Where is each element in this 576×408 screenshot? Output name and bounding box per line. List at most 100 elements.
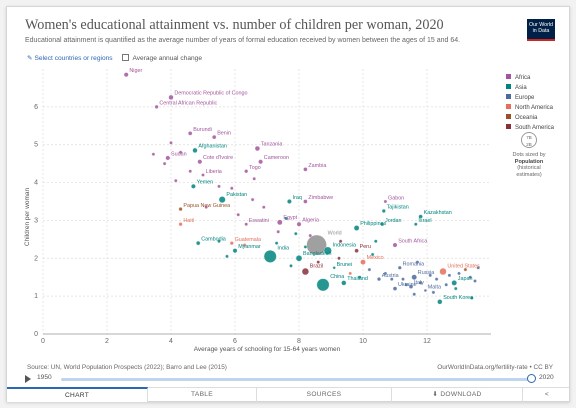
data-point[interactable]: [301, 267, 309, 276]
credit-link[interactable]: OurWorldInData.org/fertility-rate • CC B…: [437, 364, 553, 371]
data-point[interactable]: [294, 231, 298, 236]
data-point[interactable]: [414, 222, 418, 226]
legend-item[interactable]: Africa: [506, 73, 554, 83]
data-point[interactable]: [191, 184, 196, 189]
legend-item[interactable]: South America: [506, 123, 554, 133]
data-point[interactable]: [439, 267, 447, 276]
data-point[interactable]: [401, 277, 405, 281]
data-point[interactable]: [242, 243, 247, 247]
data-point[interactable]: [377, 277, 381, 282]
data-point[interactable]: [412, 292, 416, 296]
legend-item[interactable]: Asia: [506, 83, 554, 93]
data-point[interactable]: [418, 281, 423, 285]
data-point[interactable]: [295, 255, 303, 262]
data-point[interactable]: [383, 271, 388, 276]
data-point[interactable]: [254, 145, 260, 152]
data-point[interactable]: [204, 205, 208, 209]
tab-table[interactable]: TABLE: [148, 388, 257, 402]
data-point[interactable]: [174, 178, 178, 183]
data-point[interactable]: [390, 277, 394, 281]
data-point[interactable]: [454, 286, 458, 291]
data-point[interactable]: [274, 241, 279, 245]
data-point[interactable]: [444, 283, 448, 287]
data-point[interactable]: [236, 212, 240, 217]
data-point[interactable]: [408, 284, 414, 289]
data-point[interactable]: [367, 267, 372, 272]
data-point[interactable]: [316, 278, 330, 292]
data-point[interactable]: [154, 104, 159, 109]
data-point[interactable]: [192, 147, 198, 153]
data-point[interactable]: [353, 225, 360, 231]
data-point[interactable]: [337, 256, 341, 261]
data-point[interactable]: [123, 72, 129, 78]
data-point[interactable]: [415, 260, 420, 264]
tab-sources[interactable]: SOURCES: [257, 388, 392, 402]
data-point[interactable]: [381, 209, 386, 213]
data-point[interactable]: [370, 252, 375, 257]
data-point[interactable]: [451, 280, 457, 286]
data-point[interactable]: [252, 177, 256, 181]
data-point[interactable]: [232, 248, 238, 254]
data-point[interactable]: [360, 259, 366, 265]
data-point[interactable]: [303, 199, 308, 204]
tab-download[interactable]: ⬇ DOWNLOAD: [392, 388, 523, 402]
data-point[interactable]: [165, 155, 171, 161]
data-point[interactable]: [476, 265, 480, 270]
data-point[interactable]: [217, 239, 221, 243]
data-point[interactable]: [276, 230, 280, 234]
play-icon[interactable]: [25, 375, 31, 383]
data-point[interactable]: [348, 271, 352, 276]
data-point[interactable]: [289, 264, 293, 268]
data-point[interactable]: [457, 271, 461, 276]
data-point[interactable]: [287, 199, 292, 204]
data-point[interactable]: [217, 184, 221, 189]
data-point[interactable]: [418, 214, 423, 219]
data-point[interactable]: [303, 167, 308, 172]
data-point[interactable]: [383, 199, 388, 204]
legend-item[interactable]: Europe: [506, 93, 554, 103]
data-point[interactable]: [162, 161, 167, 166]
data-point[interactable]: [332, 266, 336, 270]
timeline-slider[interactable]: [61, 378, 533, 381]
data-point[interactable]: [374, 239, 378, 243]
data-point[interactable]: [380, 222, 385, 227]
average-change-checkbox[interactable]: [122, 54, 130, 61]
data-point[interactable]: [197, 159, 203, 165]
data-point[interactable]: [212, 134, 217, 140]
data-point[interactable]: [151, 152, 156, 156]
data-point[interactable]: [244, 169, 249, 174]
data-point[interactable]: [434, 277, 439, 281]
data-point[interactable]: [404, 283, 408, 287]
data-point[interactable]: [262, 205, 266, 209]
data-point[interactable]: [354, 248, 359, 253]
data-point[interactable]: [306, 234, 327, 256]
data-point[interactable]: [188, 169, 192, 173]
data-point[interactable]: [196, 240, 201, 246]
data-point[interactable]: [178, 222, 183, 227]
source-note[interactable]: Source: UN, World Population Prospects (…: [27, 364, 227, 371]
select-countries-link[interactable]: Select countries or regions: [34, 55, 113, 62]
data-point[interactable]: [463, 267, 468, 272]
data-point[interactable]: [188, 131, 193, 136]
data-point[interactable]: [341, 280, 347, 286]
data-point[interactable]: [447, 273, 452, 278]
data-point[interactable]: [423, 288, 427, 293]
data-point[interactable]: [201, 173, 205, 177]
legend-item[interactable]: Oceania: [506, 113, 554, 123]
data-point[interactable]: [358, 275, 362, 279]
data-point[interactable]: [316, 260, 320, 264]
data-point[interactable]: [338, 239, 343, 243]
data-point[interactable]: [263, 250, 277, 263]
data-point[interactable]: [244, 222, 248, 226]
data-point[interactable]: [323, 246, 332, 255]
data-point[interactable]: [431, 290, 436, 295]
data-point[interactable]: [392, 242, 398, 248]
data-point[interactable]: [169, 141, 173, 145]
data-point[interactable]: [470, 296, 474, 300]
data-point[interactable]: [178, 207, 183, 212]
data-point[interactable]: [411, 274, 417, 280]
data-point[interactable]: [250, 197, 255, 202]
tab-chart[interactable]: CHART: [7, 387, 148, 402]
data-point[interactable]: [218, 196, 226, 203]
data-point[interactable]: [230, 186, 234, 190]
